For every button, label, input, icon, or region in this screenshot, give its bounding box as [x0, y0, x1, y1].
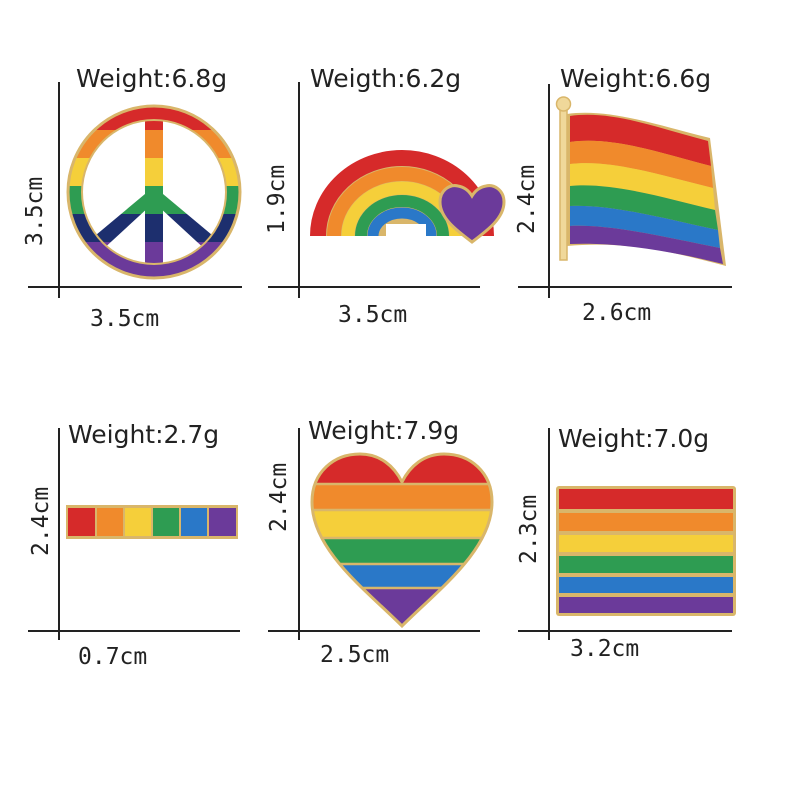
width-label: 0.7cm [78, 644, 148, 670]
horizontal-axis [28, 630, 240, 632]
horizontal-axis [518, 630, 732, 632]
weight-label: Weight:6.6g [560, 64, 712, 93]
vertical-axis [298, 428, 300, 640]
waving-flag-pin-image [555, 96, 726, 266]
width-label: 2.6cm [582, 300, 652, 326]
weight-label: Weigth:6.2g [310, 64, 462, 93]
height-label: 2.4cm [266, 462, 292, 532]
horizontal-axis [28, 286, 242, 288]
weight-label: Weight:2.7g [68, 420, 220, 449]
horizontal-axis [268, 286, 480, 288]
vertical-axis [548, 84, 550, 298]
width-label: 3.2cm [570, 636, 640, 662]
weight-label: Weight:7.0g [558, 424, 710, 453]
width-label: 3.5cm [338, 302, 408, 328]
width-label: 3.5cm [90, 306, 160, 332]
flat-flag-pin-image [556, 486, 736, 616]
heart-pin-image [310, 452, 494, 629]
height-label: 2.3cm [516, 494, 542, 564]
vertical-axis [58, 82, 60, 298]
weight-label: Weight:7.9g [308, 416, 460, 445]
height-label: 2.4cm [28, 486, 54, 556]
vertical-axis [298, 82, 300, 298]
height-label: 1.9cm [264, 164, 290, 234]
weight-label: Weight:6.8g [76, 64, 228, 93]
height-label: 3.5cm [22, 176, 48, 246]
horizontal-axis [268, 630, 480, 632]
horizontal-axis [518, 286, 732, 288]
vertical-axis [58, 428, 60, 640]
width-label: 2.5cm [320, 642, 390, 668]
peace-sign-pin-image [66, 104, 242, 280]
bar-pin-image [66, 505, 238, 539]
height-label: 2.4cm [514, 164, 540, 234]
vertical-axis [548, 428, 550, 640]
rainbow-pin-image [310, 150, 506, 244]
